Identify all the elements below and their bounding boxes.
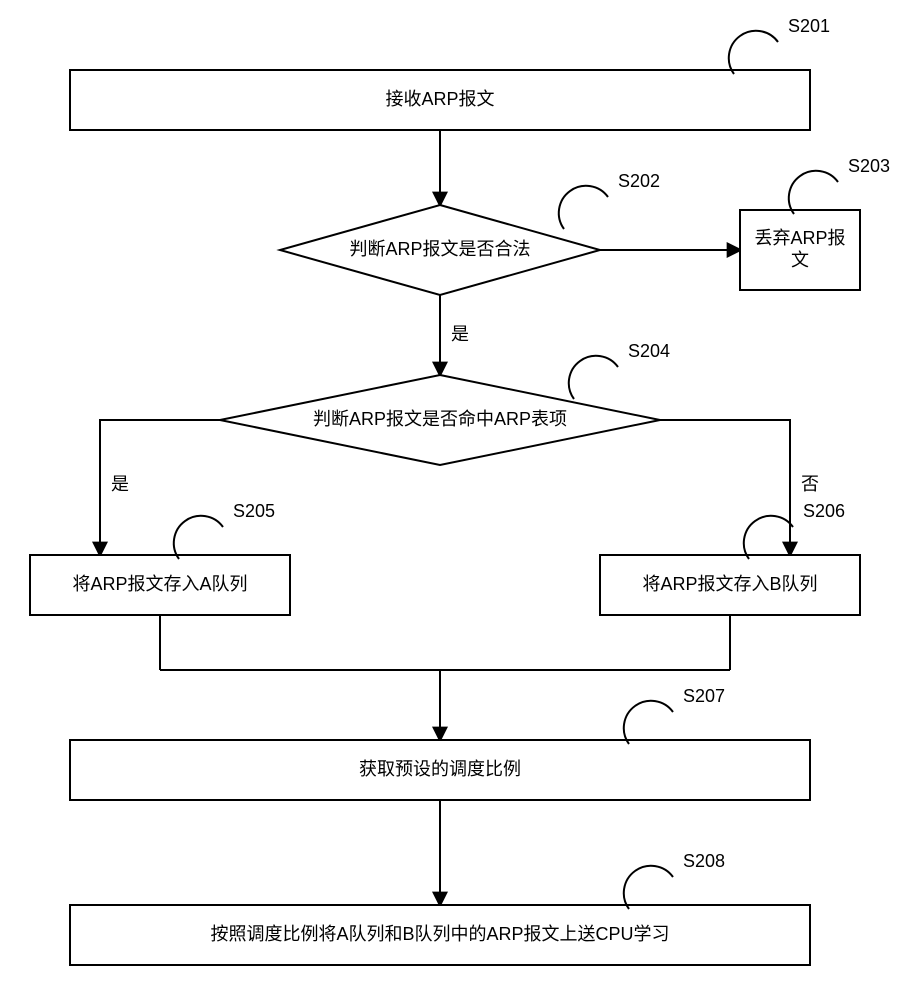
svg-text:按照调度比例将A队列和B队列中的ARP报文上送CPU学习: 按照调度比例将A队列和B队列中的ARP报文上送CPU学习 [210,924,669,944]
node-s206: 将ARP报文存入B队列 S206 [600,501,860,615]
svg-text:S201: S201 [788,16,830,36]
svg-text:是: 是 [111,474,129,494]
svg-text:S204: S204 [628,341,670,361]
svg-text:是: 是 [451,324,469,344]
node-s205: 将ARP报文存入A队列 S205 [30,501,290,615]
edge-5 [160,615,730,740]
flowchart-canvas: 是是否 接收ARP报文S201判断ARP报文是否合法S202丢弃ARP报文S20… [0,0,908,1000]
svg-text:S208: S208 [683,851,725,871]
node-s204: 判断ARP报文是否命中ARP表项 S204 [220,341,670,465]
svg-text:接收ARP报文: 接收ARP报文 [385,89,494,109]
node-s201: 接收ARP报文 S201 [70,16,830,130]
svg-text:S207: S207 [683,686,725,706]
node-s202: 判断ARP报文是否合法 S202 [280,171,660,295]
svg-text:判断ARP报文是否合法: 判断ARP报文是否合法 [349,239,530,259]
svg-text:S205: S205 [233,501,275,521]
edge-2: 是 [440,295,469,375]
edge-4: 否 [660,420,819,555]
svg-text:获取预设的调度比例: 获取预设的调度比例 [359,759,521,779]
edge-3: 是 [100,420,220,555]
svg-text:S203: S203 [848,156,890,176]
svg-text:将ARP报文存入A队列: 将ARP报文存入A队列 [72,574,247,594]
svg-text:丢弃ARP报: 丢弃ARP报 [754,228,845,248]
svg-text:文: 文 [791,250,809,270]
node-s203: 丢弃ARP报文 S203 [740,156,890,290]
svg-text:将ARP报文存入B队列: 将ARP报文存入B队列 [642,574,817,594]
svg-text:判断ARP报文是否命中ARP表项: 判断ARP报文是否命中ARP表项 [313,409,567,429]
svg-text:S206: S206 [803,501,845,521]
svg-text:S202: S202 [618,171,660,191]
svg-text:否: 否 [801,474,819,494]
nodes-layer: 接收ARP报文 S201 判断ARP报文是否合法 S202 丢弃ARP报文 S203 判断A… [30,16,890,965]
